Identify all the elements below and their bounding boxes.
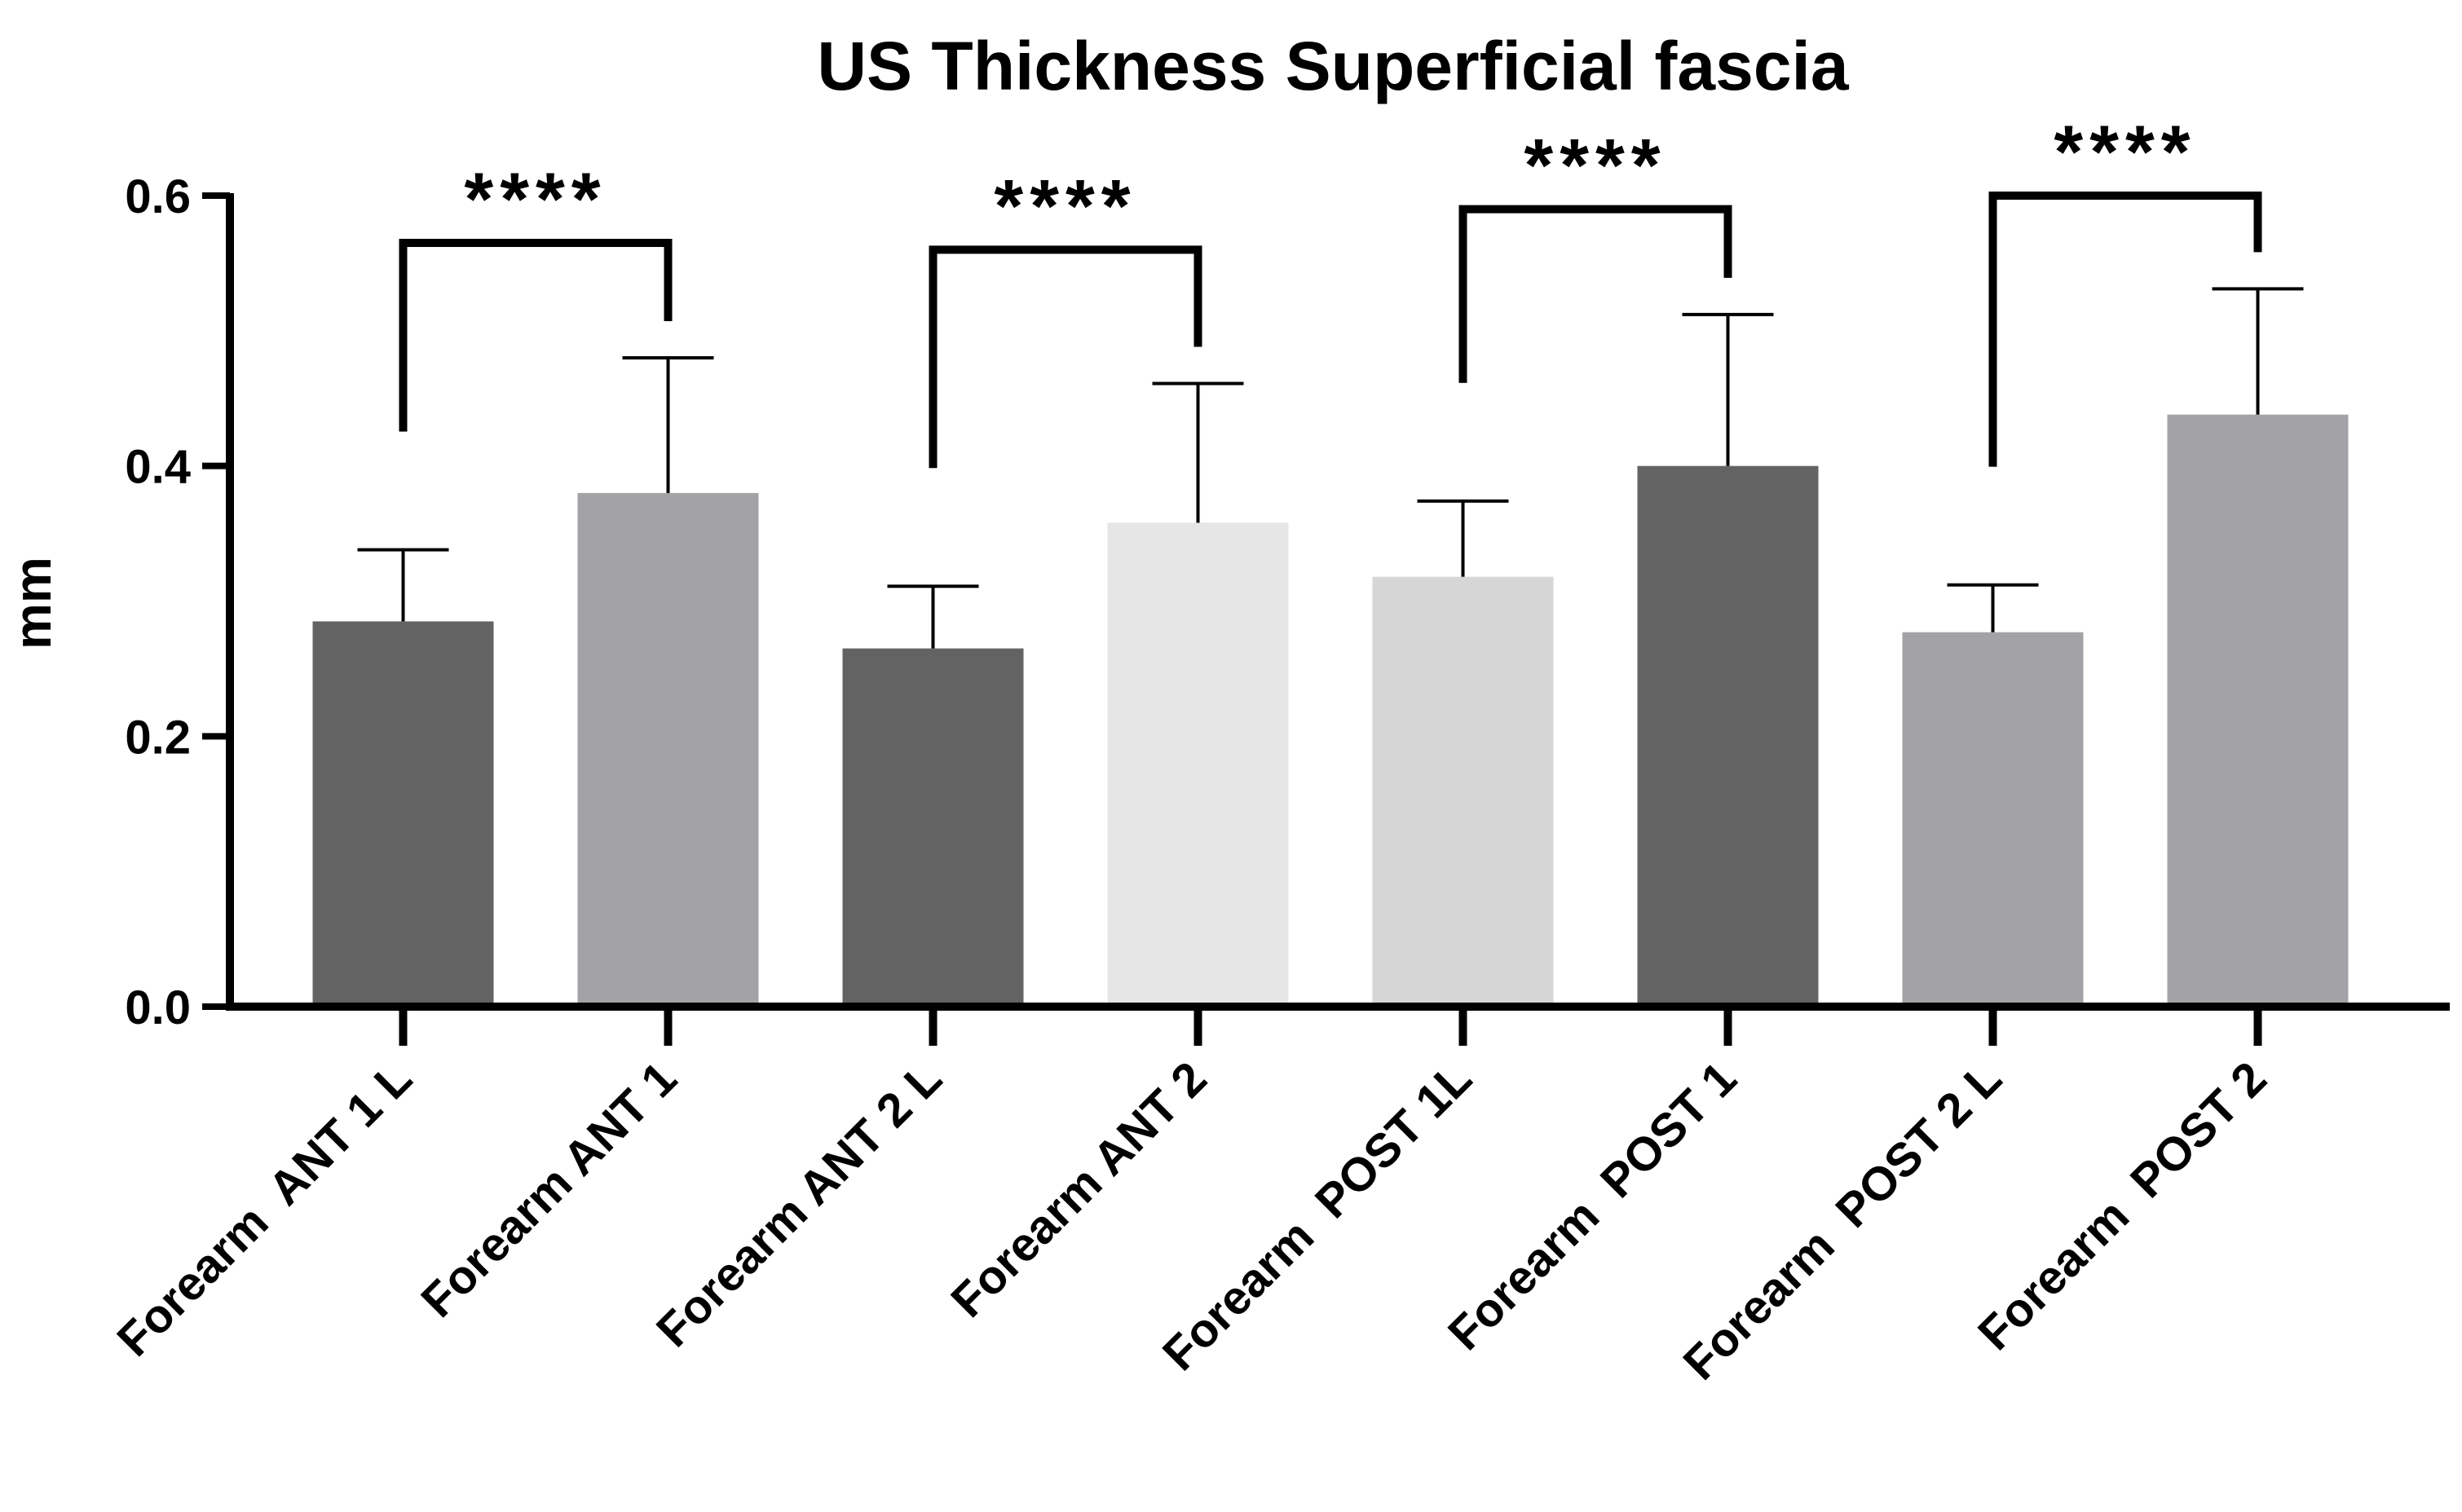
bar-4: [1107, 522, 1289, 1007]
significance-bracket-1: [399, 239, 673, 432]
chart-title: US Thickness Superficial fascia: [817, 28, 1849, 104]
bar-8: [2167, 414, 2349, 1007]
y-tick-label: 0.4: [125, 441, 191, 494]
y-tick-label: 0.0: [125, 981, 191, 1034]
bar-3: [842, 648, 1024, 1007]
error-bars-group: [357, 287, 2304, 649]
bars-group: [312, 414, 2349, 1007]
significance-label-3: ****: [1524, 125, 1666, 208]
y-tick-label: 0.6: [125, 170, 191, 223]
y-ticks-group: 0.0 0.2 0.4 0.6: [125, 170, 230, 1034]
significance-group: **** **** **** ****: [399, 111, 2262, 469]
bar-7: [1902, 632, 2084, 1007]
bar-1: [312, 621, 494, 1007]
significance-bracket-4: [1988, 192, 2262, 467]
significance-bracket-2: [929, 245, 1202, 469]
x-tick-label: Forearm ANT 1: [411, 1051, 686, 1327]
y-tick-label: 0.2: [125, 711, 191, 764]
axes-group: [226, 193, 2450, 1011]
bar-6: [1637, 465, 1819, 1007]
y-axis-label: mm: [3, 557, 62, 650]
x-tick-label: Forearm POST 1: [1438, 1051, 1747, 1360]
x-tick-label: Forearm ANT 1 L: [107, 1051, 421, 1366]
significance-label-4: ****: [2054, 111, 2196, 194]
significance-label-2: ****: [994, 165, 1136, 248]
significance-bracket-3: [1458, 205, 1732, 383]
x-tick-label: Forearm POST 2: [1968, 1051, 2277, 1360]
x-tick-label: Forearm ANT 2 L: [646, 1051, 952, 1357]
x-tick-label: Forearm ANT 2: [941, 1051, 1216, 1327]
significance-label-1: ****: [464, 158, 607, 241]
bar-2: [577, 492, 759, 1007]
bar-5: [1372, 576, 1554, 1007]
